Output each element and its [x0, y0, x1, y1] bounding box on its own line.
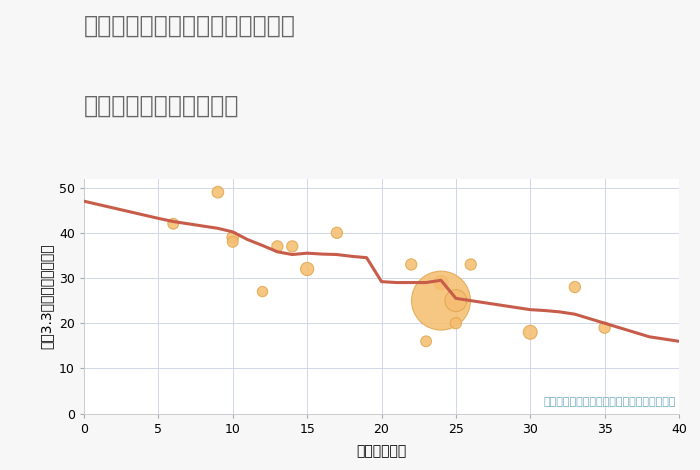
Text: 円の大きさは、取引のあった物件面積を示す: 円の大きさは、取引のあった物件面積を示す [543, 397, 676, 407]
Text: 築年数別中古戸建て価格: 築年数別中古戸建て価格 [84, 94, 239, 118]
Point [465, 261, 476, 268]
Point [525, 329, 536, 336]
Point [406, 261, 417, 268]
Text: 兵庫県たつの市揖保川町新在家の: 兵庫県たつの市揖保川町新在家の [84, 14, 296, 38]
Point [450, 297, 461, 305]
Point [331, 229, 342, 236]
Point [287, 243, 298, 250]
Point [212, 188, 223, 196]
Point [435, 279, 447, 286]
X-axis label: 築年数（年）: 築年数（年） [356, 444, 407, 458]
Point [450, 320, 461, 327]
Point [272, 243, 283, 250]
Point [569, 283, 580, 291]
Point [435, 297, 447, 305]
Point [599, 324, 610, 331]
Point [257, 288, 268, 295]
Y-axis label: 坪（3.3㎡）単価（万円）: 坪（3.3㎡）単価（万円） [39, 243, 53, 349]
Point [168, 220, 179, 227]
Point [227, 234, 238, 241]
Point [421, 337, 432, 345]
Point [302, 265, 313, 273]
Point [227, 238, 238, 246]
